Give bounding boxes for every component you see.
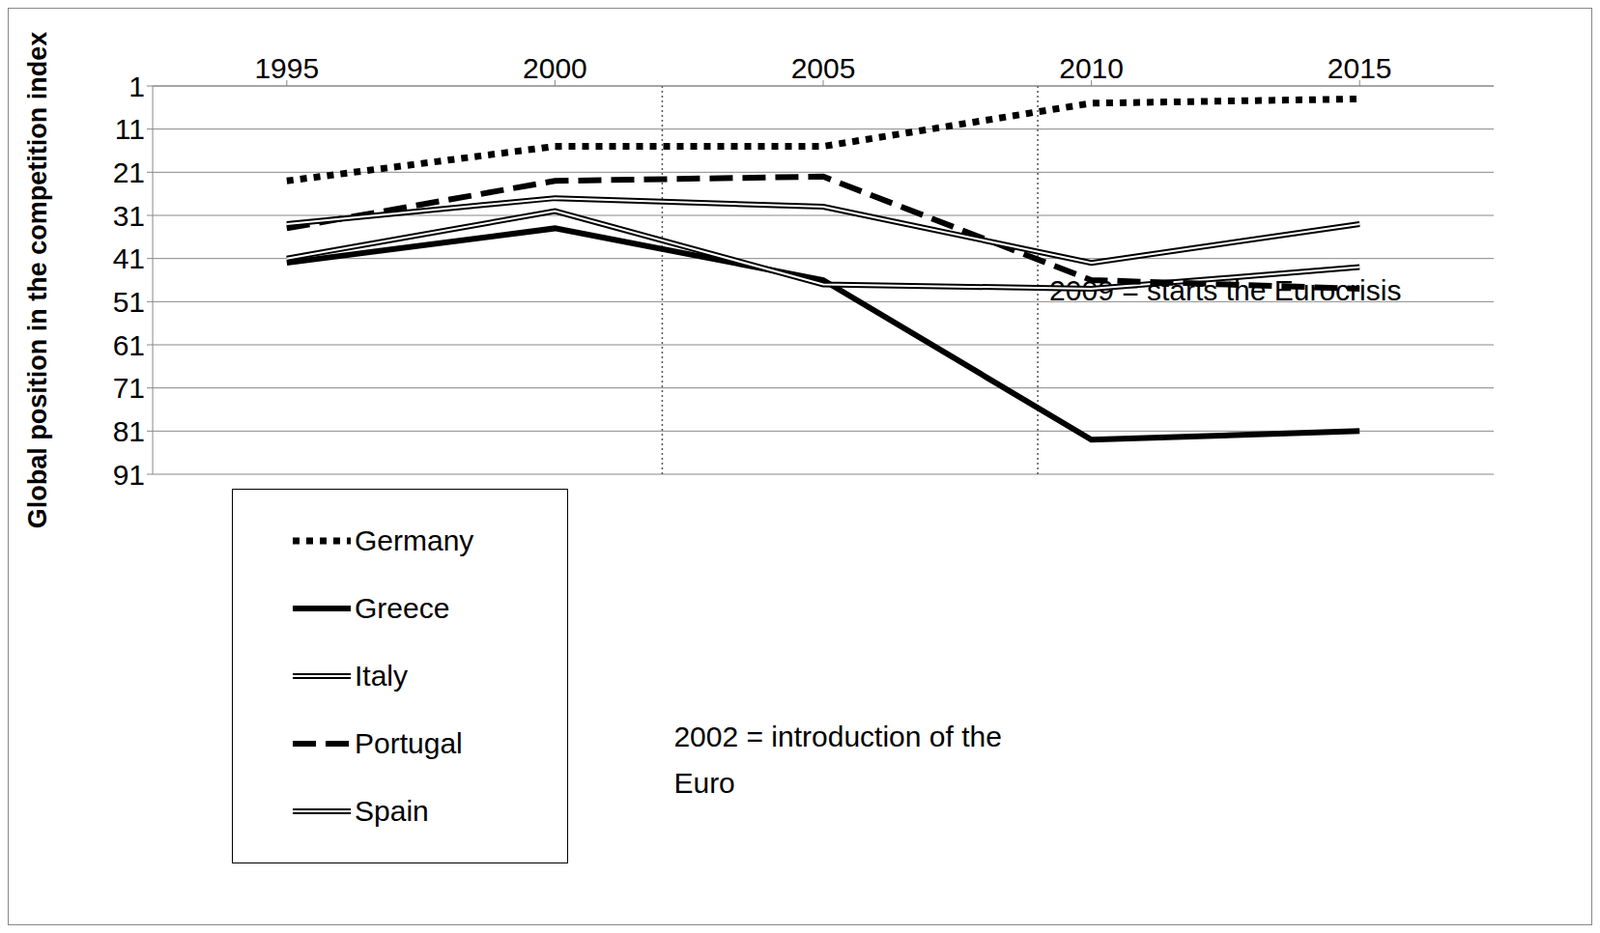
svg-text:2000: 2000	[522, 52, 588, 85]
svg-text:1995: 1995	[254, 52, 319, 85]
svg-text:91: 91	[113, 458, 145, 491]
svg-text:61: 61	[113, 329, 145, 362]
svg-text:71: 71	[113, 371, 145, 404]
html-text:2009 = starts the Eurocrisis: 2009 = starts the Eurocrisis	[1049, 274, 1402, 307]
svg-text:31: 31	[113, 200, 145, 232]
html-text:Spain: Spain	[354, 795, 429, 828]
svg-text:2015: 2015	[1327, 52, 1393, 85]
svg-text:81: 81	[113, 415, 145, 448]
svg-text:11: 11	[114, 113, 145, 145]
svg-text:2010: 2010	[1058, 52, 1124, 85]
svg-text:1: 1	[128, 70, 145, 103]
svg-text:2005: 2005	[791, 52, 857, 85]
svg-text:Global position in the competi: Global position in the competition index	[23, 31, 53, 530]
html-text:Germany: Germany	[354, 524, 474, 557]
html-text:Italy: Italy	[354, 659, 408, 692]
svg-text:51: 51	[113, 285, 145, 318]
html-text:2002 = introduction of the Eur: 2002 = introduction of the Euro	[673, 720, 1002, 800]
html-text:Greece: Greece	[354, 592, 450, 625]
html-text:Portugal: Portugal	[354, 727, 463, 760]
svg-text:41: 41	[113, 242, 145, 275]
svg-text:21: 21	[113, 156, 145, 189]
